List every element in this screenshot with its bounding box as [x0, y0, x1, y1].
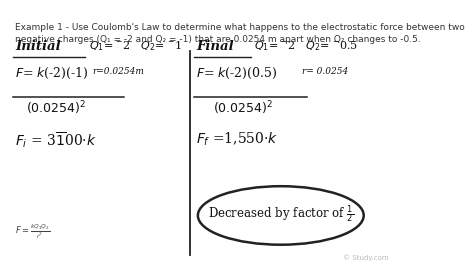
Text: Decreased by factor of $\frac{1}{2}$: Decreased by factor of $\frac{1}{2}$ — [208, 203, 354, 225]
Bar — [0, 0, 377, 32]
Text: $F$= $k$(-2)(-1): $F$= $k$(-2)(-1) — [15, 66, 89, 81]
Text: $Q_1$= $^{-}$2   $Q_2$= $^{-}$0.5: $Q_1$= $^{-}$2 $Q_2$= $^{-}$0.5 — [255, 39, 359, 53]
Text: $Q_1$= $^{-}$2   $Q_2$= $^{-}$1: $Q_1$= $^{-}$2 $Q_2$= $^{-}$1 — [89, 39, 182, 53]
Text: Initial: Initial — [15, 40, 61, 53]
Text: $F_f$ =1,550$\cdot$$k$: $F_f$ =1,550$\cdot$$k$ — [196, 130, 278, 148]
Text: r= 0.0254: r= 0.0254 — [301, 67, 348, 76]
Text: $F = \frac{kQ_1Q_2}{r^2}$: $F = \frac{kQ_1Q_2}{r^2}$ — [15, 222, 50, 241]
Text: $(0.0254)^2$: $(0.0254)^2$ — [213, 100, 273, 117]
Text: Example 1 - Use Coulomb's Law to determine what happens to the electrostatic for: Example 1 - Use Coulomb's Law to determi… — [15, 23, 465, 44]
Text: $F_i$ = 3$\overline{1}$00$\cdot$$k$: $F_i$ = 3$\overline{1}$00$\cdot$$k$ — [15, 130, 97, 150]
Text: © Study.com: © Study.com — [343, 254, 389, 261]
Text: Final: Final — [196, 40, 234, 53]
Text: r=0.0254m: r=0.0254m — [92, 67, 144, 76]
Text: $(0.0254)^2$: $(0.0254)^2$ — [27, 100, 87, 117]
Text: $F$= $k$(-2)(0.5): $F$= $k$(-2)(0.5) — [196, 66, 277, 81]
